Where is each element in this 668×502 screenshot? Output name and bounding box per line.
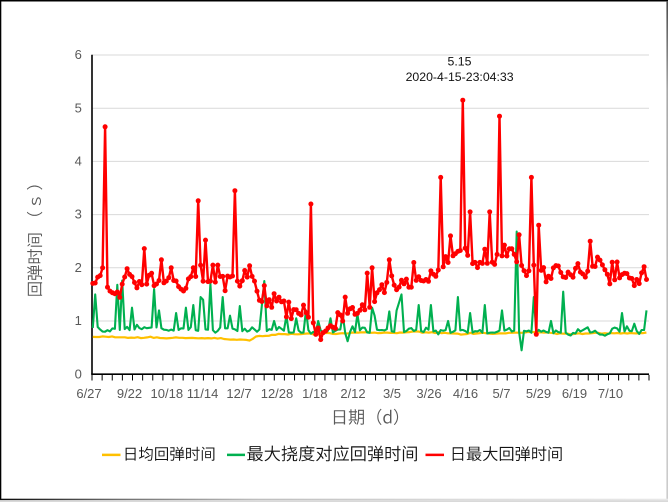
- svg-text:12/7: 12/7: [226, 386, 251, 401]
- svg-text:2020-4-15-23:04:33: 2020-4-15-23:04:33: [406, 70, 514, 84]
- svg-text:12/28: 12/28: [261, 386, 294, 401]
- svg-text:3/26: 3/26: [416, 386, 441, 401]
- svg-text:7/10: 7/10: [598, 386, 623, 401]
- svg-text:5/7: 5/7: [492, 386, 510, 401]
- svg-text:5.15: 5.15: [448, 55, 472, 69]
- svg-text:10/18: 10/18: [151, 386, 184, 401]
- svg-text:5/29: 5/29: [526, 386, 551, 401]
- svg-text:3/5: 3/5: [383, 386, 401, 401]
- svg-text:6/27: 6/27: [76, 386, 101, 401]
- svg-text:4: 4: [75, 154, 82, 169]
- svg-text:1: 1: [75, 313, 82, 328]
- svg-text:0: 0: [75, 366, 82, 381]
- svg-text:1/18: 1/18: [302, 386, 327, 401]
- svg-text:6/19: 6/19: [562, 386, 587, 401]
- svg-text:5: 5: [75, 100, 82, 115]
- svg-text:2: 2: [75, 260, 82, 275]
- svg-text:3: 3: [75, 207, 82, 222]
- svg-text:9/22: 9/22: [117, 386, 142, 401]
- svg-text:6: 6: [75, 47, 82, 62]
- svg-text:11/14: 11/14: [187, 386, 219, 401]
- svg-text:4/16: 4/16: [453, 386, 478, 401]
- svg-text:2/12: 2/12: [340, 386, 365, 401]
